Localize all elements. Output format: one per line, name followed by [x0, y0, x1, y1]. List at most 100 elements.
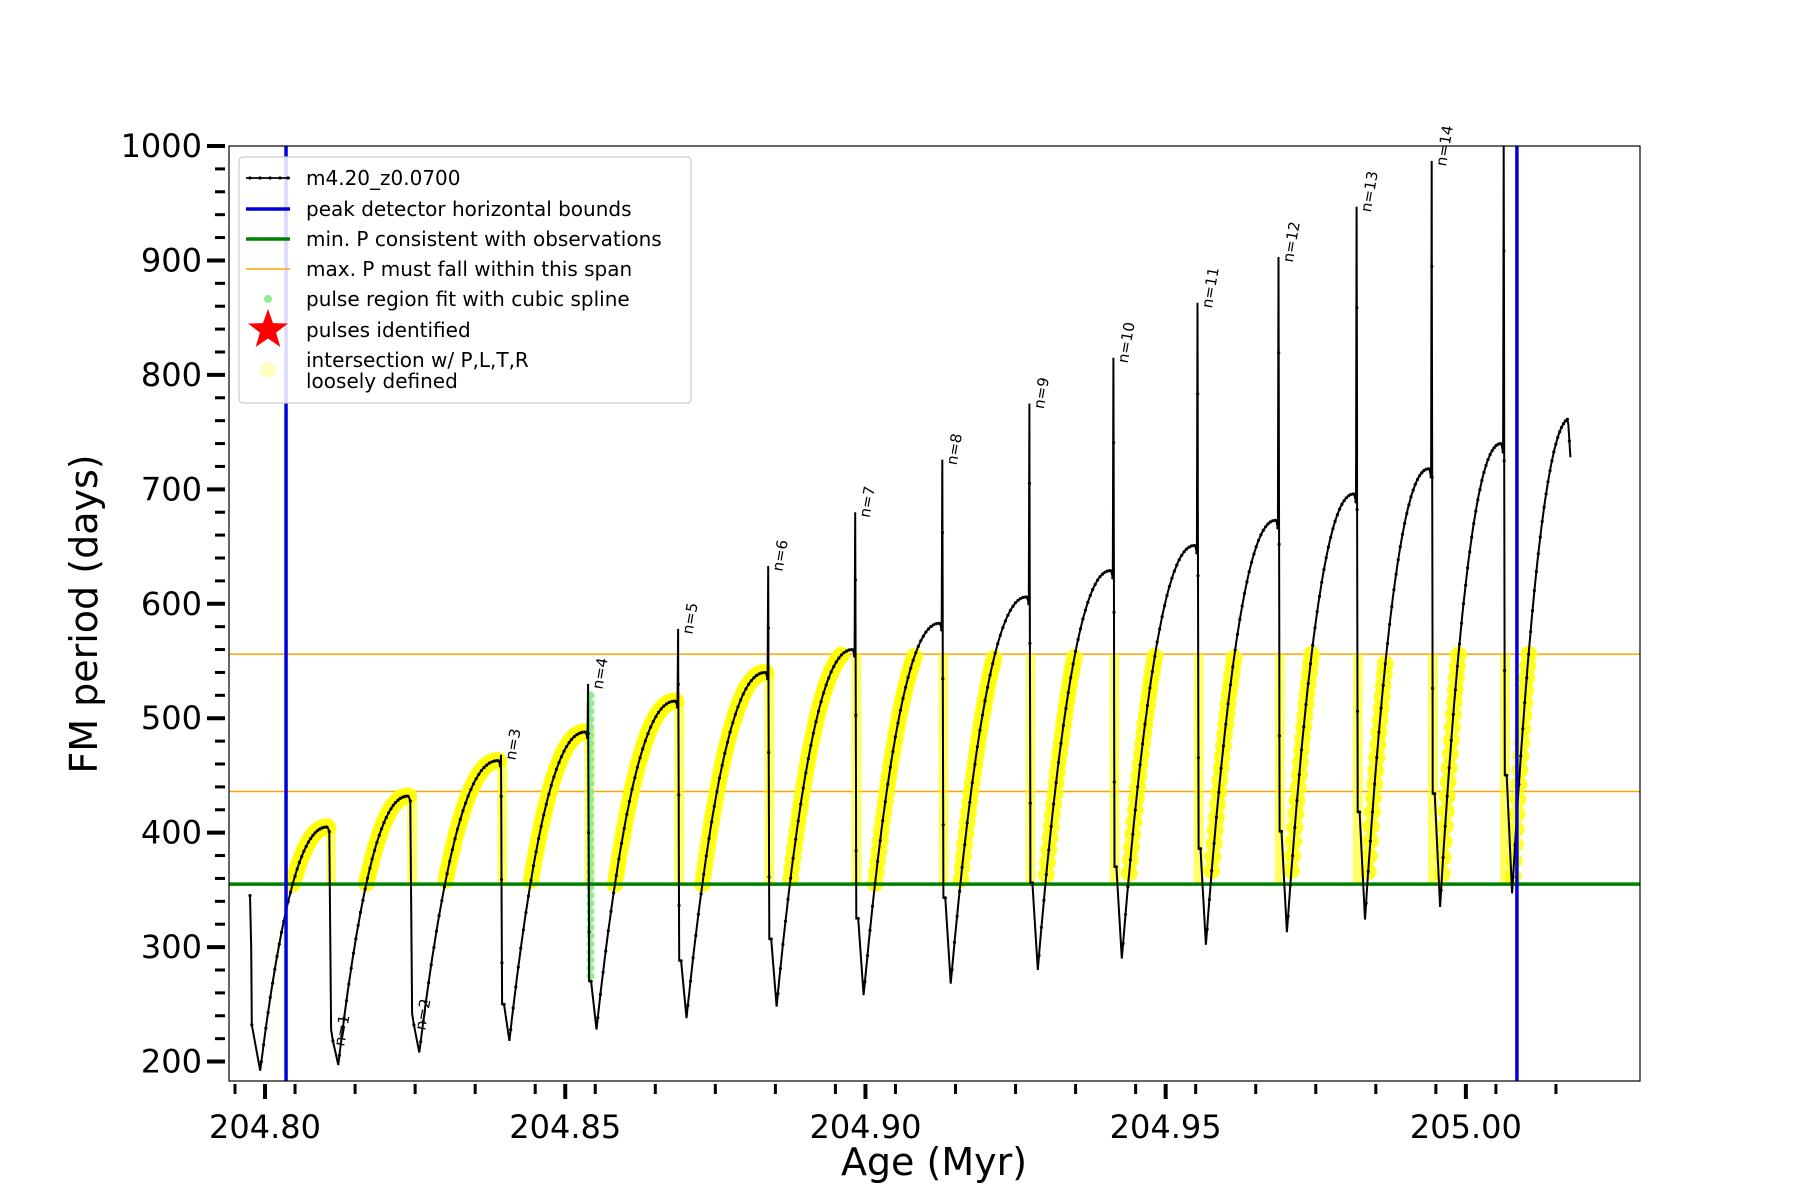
- series-point: [273, 967, 277, 972]
- series-point: [622, 826, 626, 831]
- series-point: [585, 735, 590, 740]
- series-point: [1143, 722, 1147, 726]
- pulse-label-n=7: n=7: [856, 485, 879, 519]
- spline-fit-point: [586, 899, 595, 908]
- series-point: [1529, 630, 1533, 634]
- series-point: [747, 682, 751, 687]
- series-point: [1196, 392, 1200, 396]
- series-point: [715, 790, 719, 794]
- series-point: [557, 761, 561, 765]
- y-tick-label: 900: [141, 241, 202, 279]
- series-point: [1466, 566, 1470, 570]
- x-tick-label: 204.90: [809, 1108, 921, 1146]
- series-point: [672, 699, 677, 703]
- series-point: [499, 878, 504, 882]
- series-point: [1112, 441, 1116, 445]
- series-point: [1464, 583, 1468, 587]
- series-point: [1320, 580, 1324, 585]
- series-point: [1059, 741, 1063, 746]
- series-point: [1247, 570, 1251, 574]
- series-point: [620, 841, 624, 845]
- series-point: [559, 755, 564, 759]
- series-point: [829, 670, 833, 674]
- series-point: [1338, 507, 1342, 511]
- series-point: [604, 949, 608, 953]
- series-point: [1078, 627, 1083, 631]
- series-point: [384, 815, 388, 820]
- series-point: [1291, 854, 1295, 858]
- series-point: [306, 840, 310, 844]
- series-point: [534, 850, 538, 854]
- series-point: [482, 765, 486, 770]
- series-point: [582, 730, 587, 734]
- series-point: [1210, 869, 1214, 873]
- series-point: [498, 764, 502, 768]
- series-point: [351, 951, 356, 955]
- series-point: [699, 892, 703, 896]
- series-point: [1133, 808, 1137, 812]
- series-point: [1411, 488, 1415, 492]
- legend-label: pulse region fit with cubic spline: [306, 287, 630, 311]
- series-point: [950, 968, 954, 972]
- series-point: [853, 654, 857, 658]
- spline-fit-point: [586, 891, 595, 900]
- series-point: [901, 696, 905, 701]
- series-point: [1542, 505, 1546, 509]
- series-point: [442, 885, 446, 889]
- series-point: [1083, 608, 1087, 612]
- series-point: [1403, 521, 1407, 526]
- series-point: [646, 732, 650, 736]
- series-point: [1011, 604, 1015, 608]
- series-point: [1342, 499, 1346, 503]
- series-point: [387, 811, 391, 815]
- legend-star: [248, 309, 288, 347]
- series-point: [686, 1003, 690, 1008]
- series-point: [1212, 841, 1216, 846]
- series-point: [1400, 532, 1405, 537]
- series-point: [1398, 545, 1402, 549]
- spline-fit-point: [586, 971, 595, 980]
- series-point: [865, 953, 870, 958]
- series-point: [1093, 582, 1097, 587]
- series-point: [1418, 474, 1422, 478]
- series-point: [1160, 615, 1164, 619]
- series-point: [1503, 668, 1507, 673]
- series-point: [744, 687, 748, 691]
- series-point: [924, 630, 928, 634]
- y-axis-label: FM period (days): [62, 454, 106, 773]
- series-point: [1198, 847, 1203, 851]
- series-point: [638, 756, 642, 760]
- series-point: [259, 1060, 263, 1064]
- series-point: [349, 966, 353, 970]
- series-point: [1527, 652, 1531, 656]
- series-point: [1196, 574, 1200, 578]
- series-point: [893, 735, 898, 739]
- series-point: [1242, 591, 1247, 596]
- series-point: [1086, 600, 1090, 605]
- series-point: [1054, 781, 1058, 785]
- series-point: [710, 820, 714, 824]
- pulse-label-n=5: n=5: [679, 601, 702, 635]
- series-point: [854, 713, 858, 718]
- series-point: [580, 730, 584, 735]
- series-point: [412, 1023, 416, 1027]
- series-point: [427, 981, 431, 985]
- series-point: [1091, 587, 1095, 592]
- series-point: [896, 721, 900, 725]
- series-point: [891, 750, 895, 754]
- series-point: [794, 837, 798, 841]
- series-point: [1484, 463, 1488, 468]
- series-point: [1556, 435, 1560, 440]
- series-point: [856, 916, 860, 921]
- series-point: [641, 747, 645, 751]
- series-point: [368, 866, 372, 870]
- series-point: [633, 776, 637, 780]
- series-point: [1013, 601, 1018, 605]
- series-point: [539, 824, 543, 828]
- legend-dot: [278, 176, 282, 180]
- series-point: [1228, 683, 1233, 687]
- legend-label: peak detector horizontal bounds: [306, 197, 632, 221]
- series-point: [1388, 622, 1392, 627]
- series-point: [911, 658, 915, 662]
- series-point: [1192, 543, 1196, 548]
